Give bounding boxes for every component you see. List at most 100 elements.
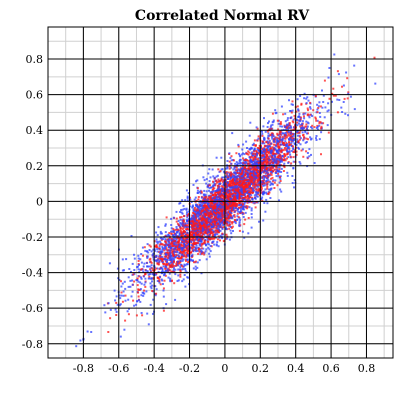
data-point — [202, 233, 204, 236]
data-point — [141, 254, 144, 257]
data-point — [260, 189, 262, 192]
data-point — [137, 291, 139, 294]
data-point — [304, 125, 307, 128]
data-point — [194, 216, 197, 219]
data-point — [197, 233, 200, 236]
data-point — [195, 180, 197, 183]
data-point — [256, 127, 259, 130]
data-point — [196, 191, 199, 194]
data-point — [160, 232, 163, 235]
data-point — [316, 119, 319, 122]
data-point — [180, 248, 183, 251]
data-point — [168, 245, 170, 248]
data-point — [267, 169, 270, 172]
data-point — [292, 166, 295, 169]
data-point — [255, 190, 258, 193]
data-point — [213, 226, 216, 229]
data-point — [248, 183, 251, 186]
data-point — [279, 157, 282, 160]
data-point — [247, 153, 250, 156]
data-point — [266, 172, 269, 175]
data-point — [226, 177, 229, 180]
data-point — [175, 264, 178, 267]
data-point — [148, 249, 151, 251]
data-point — [298, 138, 301, 141]
data-point — [196, 187, 199, 190]
data-point — [227, 213, 230, 216]
data-point — [269, 160, 272, 163]
data-point — [305, 125, 308, 128]
data-point — [233, 167, 236, 169]
data-point — [291, 135, 294, 138]
data-point — [149, 282, 152, 285]
data-point — [211, 205, 214, 208]
data-point — [161, 248, 164, 251]
data-point — [232, 208, 235, 211]
data-point — [162, 243, 165, 246]
data-point — [217, 185, 220, 188]
data-point — [213, 176, 216, 179]
data-point — [169, 257, 171, 260]
data-point — [215, 181, 218, 184]
data-point — [223, 193, 225, 195]
data-point — [238, 158, 241, 161]
data-point — [200, 209, 203, 212]
data-point — [229, 207, 232, 210]
data-point — [262, 190, 265, 193]
data-point — [178, 245, 181, 248]
data-point — [302, 139, 305, 142]
data-point — [238, 179, 241, 182]
data-point — [225, 183, 228, 186]
data-point — [276, 145, 279, 148]
data-point — [265, 154, 268, 157]
data-point — [222, 183, 225, 186]
data-point — [178, 202, 181, 205]
data-point — [175, 231, 178, 233]
data-point — [236, 188, 239, 191]
data-point — [200, 202, 203, 205]
data-point — [194, 228, 197, 231]
data-point — [205, 190, 208, 193]
data-point — [217, 235, 220, 238]
data-point — [138, 263, 140, 266]
data-point — [287, 147, 289, 149]
data-point — [199, 240, 202, 243]
data-point — [140, 282, 143, 285]
data-point — [232, 230, 234, 232]
data-point — [243, 178, 246, 181]
data-point — [254, 144, 257, 147]
data-point — [186, 276, 189, 279]
data-point — [185, 208, 188, 211]
data-point — [256, 152, 259, 155]
data-point — [90, 331, 93, 333]
data-point — [212, 193, 215, 196]
data-point — [175, 238, 178, 241]
data-point — [200, 243, 203, 245]
data-point — [216, 199, 219, 202]
data-point — [136, 279, 139, 282]
data-point — [216, 211, 219, 214]
data-point — [234, 185, 237, 188]
data-point — [238, 201, 241, 204]
data-point — [164, 274, 167, 277]
data-point — [321, 106, 324, 109]
data-point — [201, 204, 204, 206]
data-point — [293, 151, 296, 154]
data-point — [230, 212, 233, 214]
data-point — [184, 231, 186, 234]
data-point — [320, 127, 323, 130]
data-point — [195, 229, 198, 232]
data-point — [193, 198, 196, 201]
data-point — [176, 280, 179, 282]
data-point — [234, 173, 237, 175]
data-point — [277, 142, 280, 145]
data-point — [215, 179, 218, 182]
data-point — [195, 219, 198, 222]
data-point — [209, 202, 212, 205]
data-point — [180, 254, 183, 257]
data-point — [236, 204, 239, 207]
data-point — [275, 172, 278, 175]
data-point — [198, 243, 201, 245]
data-point — [209, 184, 212, 187]
data-point — [172, 268, 175, 271]
